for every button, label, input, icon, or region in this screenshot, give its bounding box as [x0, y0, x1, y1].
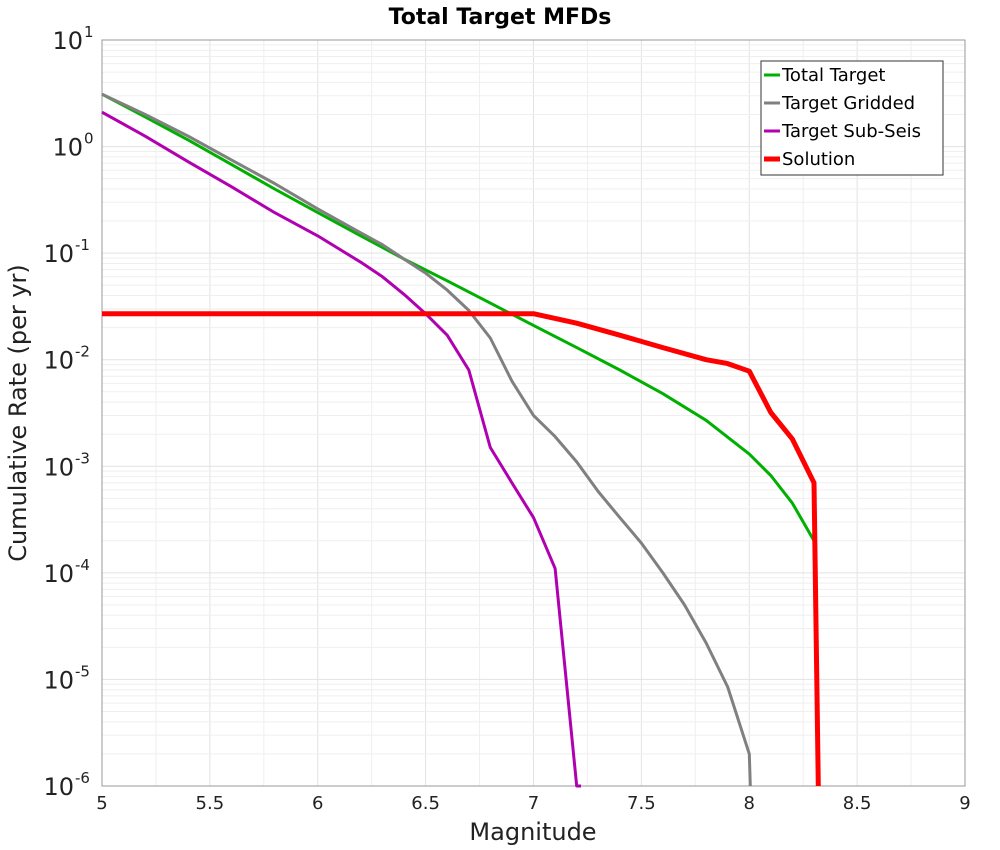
series-line-target-gridded [101, 92, 752, 787]
x-tick-label: 6.5 [411, 793, 440, 814]
x-tick-label: 5.5 [196, 793, 225, 814]
legend: Total Target Target Gridded Target Sub-Sei… [760, 60, 944, 176]
x-tick-label: 8 [744, 793, 755, 814]
chart-title: Total Target MFDs [389, 5, 612, 30]
y-tick-label: 10 [43, 240, 74, 268]
y-tick-exponent: 1 [84, 23, 94, 41]
x-tick-label: 8.5 [843, 793, 872, 814]
legend-entry: Total Target [781, 65, 885, 86]
y-tick-label: 10 [52, 134, 83, 162]
legend-entry: Solution [782, 149, 855, 170]
series-line-target-sub-seis [101, 110, 581, 788]
series-line-total-target [101, 92, 816, 542]
x-tick-label: 9 [959, 793, 970, 814]
y-axis-label: Cumulative Rate (per yr) [4, 264, 32, 562]
y-tick-exponent: -1 [75, 236, 90, 254]
legend-entry: Target Gridded [781, 93, 915, 114]
y-tick-label: 10 [43, 666, 74, 694]
x-tick-label: 7 [528, 793, 539, 814]
y-tick-exponent: -6 [75, 769, 90, 787]
y-tick-label: 10 [43, 560, 74, 588]
legend-entry: Target Sub-Seis [781, 121, 921, 142]
y-tick-label: 10 [43, 347, 74, 375]
series-layer [101, 92, 821, 788]
y-tick-exponent: 0 [84, 130, 94, 148]
legend-box [760, 60, 944, 176]
y-tick-exponent: -3 [75, 449, 90, 467]
y-tick-label: 10 [43, 453, 74, 481]
y-tick-label: 10 [52, 27, 83, 55]
x-tick-labels: 5 5.5 6 6.5 7 7.5 8 8.5 9 [96, 793, 970, 814]
x-tick-label: 7.5 [627, 793, 656, 814]
series-line-solution [102, 311, 821, 787]
plot-area-border [101, 39, 966, 787]
grid [101, 40, 966, 787]
y-tick-exponent: -4 [75, 556, 90, 574]
y-tick-exponent: -5 [75, 662, 90, 680]
x-tick-label: 6 [312, 793, 323, 814]
y-tick-label: 10 [43, 773, 74, 801]
x-axis-label: Magnitude [469, 818, 596, 846]
y-tick-exponent: -2 [75, 343, 90, 361]
x-tick-label: 5 [96, 793, 107, 814]
